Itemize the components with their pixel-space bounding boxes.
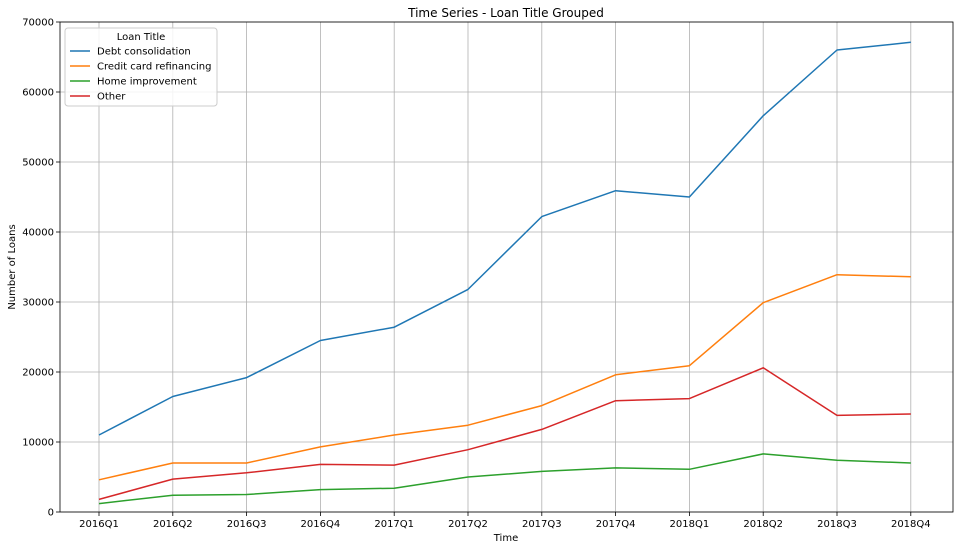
x-axis-ticks: 2016Q1 2016Q2 2016Q3 2016Q4 2017Q1 2017Q2 2017…	[79, 512, 931, 530]
x-axis-label: Time	[493, 533, 518, 544]
y-tick-label: 30000	[22, 298, 54, 309]
legend-title: Loan Title	[117, 32, 166, 43]
series-line-credit-card-refinancing	[98, 273, 911, 481]
x-tick-label: 2018Q3	[817, 519, 857, 530]
y-tick-label: 60000	[22, 88, 54, 99]
x-tick-label: 2017Q4	[596, 519, 636, 530]
plot-frame	[59, 21, 954, 513]
x-tick-label: 2016Q1	[79, 519, 119, 530]
x-tick-label: 2017Q1	[374, 519, 414, 530]
y-axis-label: Number of Loans	[7, 224, 18, 309]
x-tick-label: 2018Q4	[891, 519, 931, 530]
series-line-debt-consolidation	[98, 41, 911, 436]
x-tick-label: 2017Q3	[522, 519, 562, 530]
y-tick-label: 70000	[22, 18, 54, 29]
x-tick-label: 2018Q1	[670, 519, 710, 530]
series-line-home-improvement	[98, 453, 911, 505]
series-line-other	[98, 367, 911, 501]
legend-label-debt-consolidation: Debt consolidation	[97, 47, 191, 58]
series-layer	[98, 41, 911, 505]
y-tick-label: 20000	[22, 368, 54, 379]
y-tick-label: 10000	[22, 438, 54, 449]
y-tick-label: 40000	[22, 228, 54, 239]
legend: Loan Title Debt consolidation Credit card…	[64, 27, 218, 107]
legend-label-credit-card-refinancing: Credit card refinancing	[97, 62, 211, 73]
x-tick-label: 2018Q2	[743, 519, 783, 530]
x-tick-label: 2016Q3	[227, 519, 267, 530]
y-tick-label: 0	[48, 508, 54, 519]
x-tick-label: 2017Q2	[448, 519, 488, 530]
legend-box	[64, 27, 218, 107]
chart-title: Time Series - Loan Title Grouped	[407, 6, 604, 20]
legend-label-home-improvement: Home improvement	[97, 77, 197, 88]
x-tick-label: 2016Q2	[153, 519, 193, 530]
x-tick-label: 2016Q4	[301, 519, 341, 530]
legend-label-other: Other	[97, 92, 126, 103]
y-tick-label: 50000	[22, 158, 54, 169]
y-axis-ticks: 0 10000 20000 30000 40000 50000 60000 70000	[22, 18, 60, 519]
